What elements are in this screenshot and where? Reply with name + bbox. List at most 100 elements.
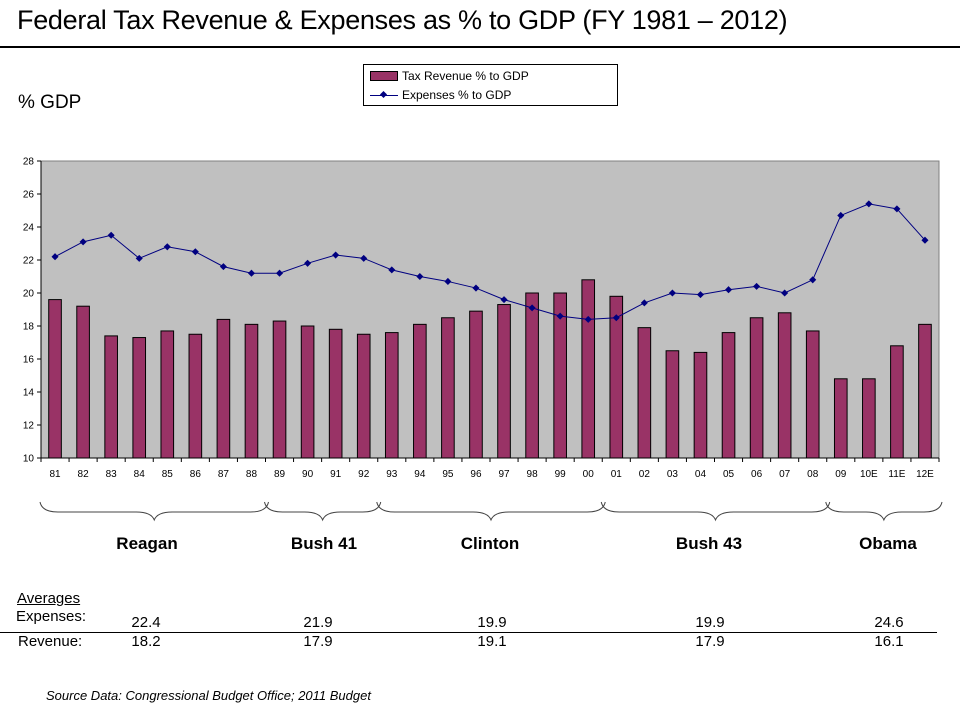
x-tick-label-01: 01	[611, 469, 623, 480]
revenue-bar-83	[104, 335, 118, 459]
source-note: Source Data: Congressional Budget Office…	[46, 688, 371, 703]
revenue-bar-09	[833, 378, 848, 459]
avg-expenses-bush41: 21.9	[303, 614, 333, 631]
legend-revenue-label: Tax Revenue % to GDP	[402, 69, 529, 83]
expenses-point-82	[79, 238, 87, 246]
brace-bush43	[600, 501, 831, 522]
expenses-point-09	[837, 211, 845, 219]
brace-reagan	[39, 501, 269, 522]
expenses-line	[54, 203, 926, 320]
avg-revenue-obama: 16.1	[874, 633, 904, 650]
revenue-bar-89	[272, 320, 287, 459]
expenses-point-95	[444, 277, 452, 285]
x-tick-label-07: 07	[779, 469, 791, 480]
legend-item-expenses: Expenses % to GDP	[370, 86, 511, 104]
revenue-bar-82	[76, 305, 90, 459]
y-axis: 10 12 14 16 18 20 22 24 26 28	[23, 157, 42, 465]
expenses-point-07	[781, 289, 789, 297]
x-tick-label-12E: 12E	[916, 469, 934, 480]
x-tick-label-06: 06	[751, 469, 763, 480]
avg-revenue-bush41: 17.9	[303, 633, 333, 650]
expenses-point-03	[668, 289, 676, 297]
revenue-bar-10E	[862, 378, 876, 459]
revenue-bar-12E	[918, 323, 932, 459]
revenue-bar-06	[749, 317, 764, 459]
x-tick-label-92: 92	[358, 469, 370, 480]
expenses-point-10E	[865, 200, 873, 208]
avg-expenses-obama: 24.6	[874, 614, 904, 631]
revenue-swatch-icon	[370, 71, 398, 81]
expenses-point-84	[135, 254, 143, 262]
revenue-bar-87	[216, 318, 231, 459]
revenue-bar-04	[693, 351, 708, 459]
revenue-bar-91	[328, 328, 343, 459]
x-tick-label-05: 05	[723, 469, 735, 480]
x-tick-label-95: 95	[442, 469, 454, 480]
y-tick-label: 26	[23, 190, 35, 201]
chart-title: Federal Tax Revenue & Expenses as % to G…	[17, 5, 788, 35]
expenses-point-92	[360, 254, 368, 262]
avg-revenue-clinton: 19.1	[477, 633, 507, 650]
brace-obama	[825, 501, 943, 522]
averages-expenses-label: Expenses:	[16, 608, 87, 625]
expenses-point-08	[809, 276, 817, 284]
x-tick-label-81: 81	[49, 469, 61, 480]
revenue-bar-90	[300, 325, 315, 459]
x-tick-label-82: 82	[78, 469, 90, 480]
x-tick-label-09: 09	[835, 469, 847, 480]
revenue-bar-86	[188, 333, 203, 459]
revenue-bar-81	[48, 299, 62, 459]
brace-clinton	[376, 501, 606, 522]
avg-expenses-clinton: 19.9	[477, 614, 507, 631]
admin-label-obama: Obama	[859, 534, 917, 553]
x-tick-label-94: 94	[414, 469, 426, 480]
revenue-bar-98	[525, 292, 539, 459]
expenses-point-05	[724, 286, 733, 294]
revenue-bar-97	[497, 304, 511, 459]
x-tick-label-96: 96	[470, 469, 482, 480]
revenue-bar-11E	[890, 345, 904, 459]
revenue-bar-93	[384, 332, 399, 459]
x-tick-label-04: 04	[695, 469, 707, 480]
x-tick-label-97: 97	[498, 469, 510, 480]
revenue-bar-88	[244, 323, 259, 459]
averages-heading: Averages	[17, 590, 81, 607]
x-tick-label-02: 02	[639, 469, 651, 480]
legend: Tax Revenue % to GDP Expenses % to GDP	[363, 64, 618, 106]
x-tick-label-11E: 11E	[888, 469, 905, 480]
y-tick-label: 14	[23, 388, 35, 399]
expenses-point-90	[304, 259, 312, 267]
revenue-bar-05	[721, 332, 736, 459]
y-tick-label: 18	[23, 322, 35, 333]
x-tick-label-93: 93	[386, 469, 398, 480]
admin-label-bush41: Bush 41	[290, 534, 358, 553]
revenue-bar-94	[413, 323, 427, 459]
y-tick-label: 20	[23, 289, 35, 300]
legend-expenses-label: Expenses % to GDP	[402, 88, 512, 102]
x-tick-label-88: 88	[246, 469, 258, 480]
expenses-point-12E	[921, 236, 929, 244]
admin-label-bush43: Bush 43	[675, 534, 743, 553]
x-tick-label-85: 85	[162, 469, 174, 480]
brace-bush41	[264, 501, 382, 522]
avg-expenses-bush43: 19.9	[695, 614, 725, 631]
x-tick-label-08: 08	[807, 469, 819, 480]
title-divider	[0, 46, 960, 48]
x-tick-label-98: 98	[527, 469, 539, 480]
expenses-point-89	[275, 269, 284, 277]
admin-label-reagan: Reagan	[116, 534, 178, 553]
y-tick-label: 24	[23, 223, 35, 234]
x-tick-label-89: 89	[274, 469, 286, 480]
expenses-point-02	[640, 299, 648, 307]
revenue-bar-85	[160, 330, 175, 459]
plot-area	[40, 160, 940, 459]
averages-revenue-label: Revenue:	[18, 633, 83, 650]
x-tick-label-90: 90	[302, 469, 314, 480]
averages-divider	[0, 632, 937, 633]
revenue-bar-92	[356, 333, 371, 459]
expenses-point-00	[584, 315, 592, 323]
expenses-point-04	[696, 291, 705, 299]
avg-revenue-reagan: 18.2	[131, 633, 161, 650]
y-tick-label: 10	[23, 454, 35, 465]
